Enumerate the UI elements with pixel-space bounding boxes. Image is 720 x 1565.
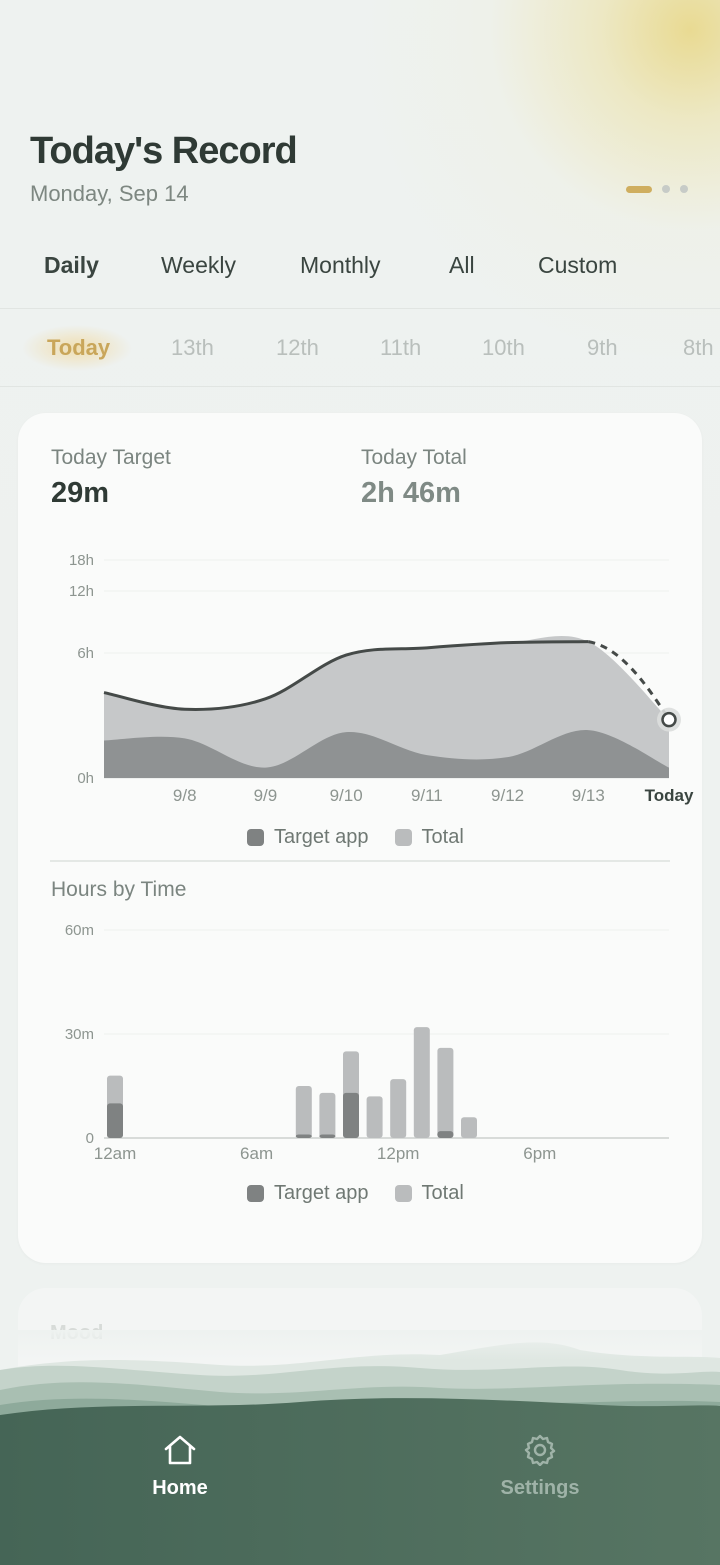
gear-icon xyxy=(524,1434,556,1467)
total-bar xyxy=(366,1096,383,1138)
day-tab-12th[interactable]: 12th xyxy=(276,335,319,360)
legend-label-total: Total xyxy=(421,1182,464,1204)
day-tabs: Today 13th 12th 11th 10th 9th 8th xyxy=(0,309,720,387)
tab-custom[interactable]: Custom xyxy=(538,252,618,278)
x-tick-label: 6pm xyxy=(523,1144,556,1163)
area-chart-legend: Target app Total xyxy=(247,826,490,849)
total-bar xyxy=(413,1027,430,1138)
day-tab-today[interactable]: Today xyxy=(47,335,111,360)
page-dot-active xyxy=(626,185,652,193)
total-area xyxy=(104,635,669,778)
day-tab-9th[interactable]: 9th xyxy=(587,335,618,360)
total-bar xyxy=(319,1092,336,1138)
bar-chart-legend: Target app Total xyxy=(247,1182,490,1205)
total-value: 2h 46m xyxy=(361,477,461,509)
x-tick-label: 9/13 xyxy=(572,786,605,805)
legend-label-total: Total xyxy=(421,826,464,848)
y-tick-label: 18h xyxy=(69,552,94,569)
x-tick-label: 9/11 xyxy=(411,786,443,805)
nav-settings-label: Settings xyxy=(500,1477,580,1499)
x-tick-label: Today xyxy=(645,786,694,805)
total-bar xyxy=(390,1079,407,1138)
target-app-bar xyxy=(319,1134,336,1138)
legend-label-target-app: Target app xyxy=(274,1182,369,1204)
total-bar xyxy=(461,1117,477,1138)
total-bar xyxy=(437,1047,454,1138)
hours-by-time-title: Hours by Time xyxy=(51,878,187,901)
total-line xyxy=(103,640,589,711)
tab-all[interactable]: All xyxy=(449,252,475,278)
landscape-hills xyxy=(0,1330,720,1565)
y-tick-label: 30m xyxy=(65,1026,94,1043)
target-app-bar xyxy=(295,1134,312,1138)
target-label: Today Target xyxy=(51,446,171,469)
range-tabs: Daily Weekly Monthly All Custom xyxy=(0,240,720,309)
bottom-nav: Home Settings xyxy=(0,1420,720,1565)
tab-weekly[interactable]: Weekly xyxy=(161,252,236,278)
page-subtitle-date: Monday, Sep 14 xyxy=(30,181,189,206)
target-app-bar xyxy=(343,1092,359,1138)
y-tick-label: 0 xyxy=(86,1130,94,1147)
daily-area-chart: 0h 6h 12h 18h 9/8 9/9 9/10 9/11 9/12 9/13 Today xyxy=(69,552,694,805)
legend-swatch-target-app xyxy=(247,829,264,846)
x-tick-label: 9/9 xyxy=(254,786,278,805)
page-indicator xyxy=(626,185,688,193)
total-label: Today Total xyxy=(361,446,467,469)
target-app-bar xyxy=(437,1131,454,1138)
nav-home[interactable]: Home xyxy=(100,1434,260,1500)
day-tab-11th[interactable]: 11th xyxy=(380,335,422,360)
hours-by-time-bar-chart: 0 30m 60m 12am 6am 12pm 6pm xyxy=(65,922,669,1163)
nav-settings[interactable]: Settings xyxy=(460,1434,620,1500)
selected-day-highlight xyxy=(22,325,132,371)
y-tick-label: 12h xyxy=(69,583,94,600)
home-icon xyxy=(164,1435,196,1465)
day-tab-13th[interactable]: 13th xyxy=(171,335,214,360)
y-tick-label: 0h xyxy=(77,770,94,787)
page-title: Today's Record xyxy=(30,130,298,172)
x-tick-label: 9/12 xyxy=(491,786,524,805)
page-dot xyxy=(680,185,688,193)
page-header: Today's Record Monday, Sep 14 xyxy=(30,130,298,207)
nav-home-label: Home xyxy=(152,1477,208,1499)
x-tick-label: 9/10 xyxy=(330,786,363,805)
record-card: Today Target 29m Today Total 2h 46m 0h 6h… xyxy=(18,413,702,1263)
x-tick-label: 9/8 xyxy=(173,786,197,805)
total-bar xyxy=(295,1086,312,1138)
y-tick-label: 6h xyxy=(77,645,94,662)
legend-label-target-app: Target app xyxy=(274,826,369,848)
legend-swatch-target-app xyxy=(247,1185,264,1202)
x-tick-label: 6am xyxy=(240,1144,273,1163)
day-tab-10th[interactable]: 10th xyxy=(482,335,525,360)
target-app-bar xyxy=(107,1103,123,1138)
chart-divider xyxy=(50,860,670,862)
target-app-area xyxy=(104,729,669,778)
target-value: 29m xyxy=(51,477,110,509)
today-point xyxy=(661,711,677,728)
y-tick-label: 60m xyxy=(65,922,94,939)
day-tab-8th[interactable]: 8th xyxy=(683,335,714,360)
tab-monthly[interactable]: Monthly xyxy=(300,252,381,278)
page-dot xyxy=(662,185,670,193)
x-tick-label: 12am xyxy=(94,1144,137,1163)
x-tick-label: 12pm xyxy=(377,1144,420,1163)
legend-swatch-total xyxy=(394,829,412,846)
legend-swatch-total xyxy=(394,1185,412,1202)
tab-daily[interactable]: Daily xyxy=(44,252,99,278)
